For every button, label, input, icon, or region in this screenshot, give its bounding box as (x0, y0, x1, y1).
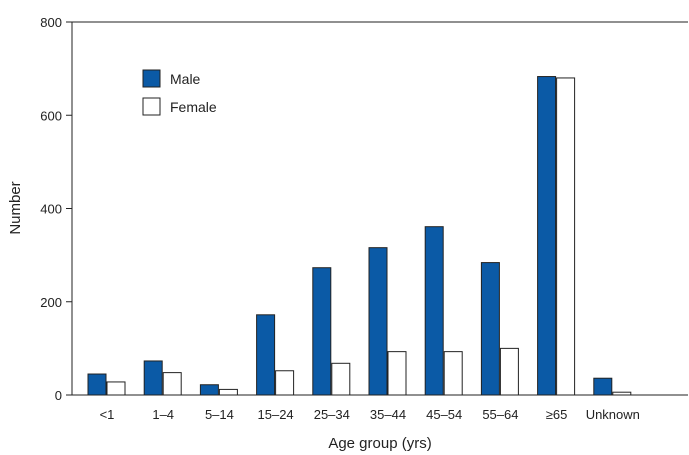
x-tick-label: 5–14 (205, 407, 234, 422)
male-bar (143, 360, 163, 396)
female-bar (331, 362, 351, 396)
y-axis: 0 200 400 600 800 (40, 15, 688, 403)
x-tick-label: 55–64 (482, 407, 518, 422)
legend: Male Female (142, 69, 217, 116)
y-tick-label: 400 (40, 202, 62, 217)
female-bar (499, 347, 519, 396)
female-bar (556, 77, 576, 396)
male-bar (87, 373, 107, 396)
x-tick-label: 35–44 (370, 407, 406, 422)
x-tick-label: 1–4 (152, 407, 174, 422)
x-tick-label: 45–54 (426, 407, 462, 422)
male-bar (256, 314, 276, 396)
y-tick-label: 200 (40, 295, 62, 310)
female-legend-swatch (142, 97, 161, 116)
x-axis-title: Age group (yrs) (328, 435, 431, 452)
male-bar (424, 226, 444, 396)
male-bar (593, 377, 613, 396)
female-bar (387, 351, 407, 396)
x-tick-label: <1 (100, 407, 115, 422)
y-tick-label: 600 (40, 108, 62, 123)
male-legend-swatch (142, 69, 161, 88)
y-axis-title: Number (7, 181, 24, 234)
y-tick-label: 0 (55, 388, 62, 403)
bars (87, 76, 632, 396)
female-bar (106, 381, 126, 396)
male-bar (368, 247, 388, 396)
male-bar (480, 262, 500, 396)
male-bar (199, 384, 219, 396)
y-tick-label: 800 (40, 15, 62, 30)
female-bar (612, 391, 632, 396)
x-tick-label: ≥65 (546, 407, 568, 422)
x-tick-label: 25–34 (314, 407, 350, 422)
male-bar (312, 267, 332, 396)
female-bar (275, 370, 295, 396)
male-legend-label: Male (170, 71, 201, 87)
x-tick-label: 15–24 (258, 407, 294, 422)
x-tick-label: Unknown (586, 407, 640, 422)
x-axis: <1 1–4 5–14 15–24 25–34 35–44 45–54 55–64 ≥65 Unk… (72, 394, 688, 422)
female-bar (443, 351, 463, 396)
female-legend-label: Female (170, 99, 217, 115)
female-bar (162, 372, 182, 396)
male-bar (537, 76, 557, 396)
female-bar (218, 388, 238, 396)
